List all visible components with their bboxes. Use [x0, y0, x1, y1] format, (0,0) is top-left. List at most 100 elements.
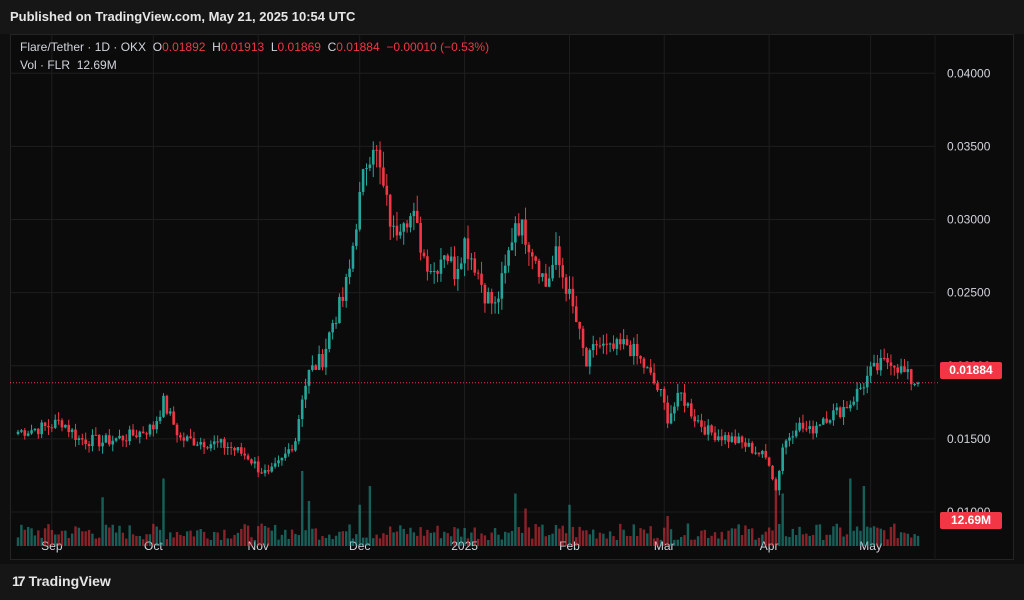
- candle-body: [43, 422, 47, 426]
- top-bar: [0, 0, 1024, 34]
- volume-bar: [443, 531, 446, 546]
- price-chart[interactable]: 0.040000.035000.030000.025000.020000.015…: [10, 34, 1014, 560]
- volume-bar: [64, 530, 67, 546]
- volume-bar: [243, 524, 246, 546]
- candle-body: [263, 470, 267, 474]
- candle-body: [321, 354, 324, 368]
- volume-bar: [886, 539, 889, 546]
- candle-body: [832, 410, 835, 421]
- brand-name: TradingView: [28, 573, 111, 589]
- candle-body: [669, 413, 673, 424]
- candle-body: [534, 256, 537, 261]
- candle-body: [378, 149, 382, 168]
- volume-label[interactable]: Vol · FLR: [20, 58, 71, 72]
- candle-body: [216, 441, 219, 443]
- candle-body: [598, 345, 602, 347]
- candle-body: [246, 455, 250, 460]
- candle-body: [341, 296, 345, 301]
- candle-body: [764, 450, 768, 458]
- candle-body: [578, 321, 581, 329]
- candle-body: [808, 426, 812, 430]
- chart-frame[interactable]: [10, 34, 1014, 560]
- volume-bar: [642, 529, 646, 546]
- candle-body: [26, 433, 30, 436]
- candle-body: [121, 435, 125, 441]
- volume-bar: [26, 526, 30, 546]
- candle-body: [97, 434, 101, 447]
- volume-bar: [866, 526, 869, 546]
- candle-body: [47, 425, 50, 428]
- candle-body: [80, 438, 84, 440]
- volume-bar: [33, 535, 37, 546]
- candle-body: [355, 229, 358, 246]
- candle-body: [723, 435, 727, 441]
- volume-bar: [317, 539, 321, 546]
- candle-body: [314, 365, 318, 370]
- candle-body: [767, 457, 771, 466]
- volume-bar: [273, 524, 277, 546]
- volume-bar: [263, 526, 267, 546]
- volume-bar: [236, 532, 240, 546]
- candle-body: [541, 273, 544, 277]
- open-label: O: [152, 40, 163, 54]
- volume-bar: [290, 529, 294, 546]
- candle-body: [615, 339, 619, 349]
- volume-bar: [541, 524, 544, 546]
- candle-body: [794, 430, 798, 437]
- y-tick-label: 0.03000: [947, 213, 991, 227]
- candle-body: [395, 225, 399, 236]
- candle-body: [551, 264, 554, 279]
- candle-body: [118, 435, 121, 439]
- candle-body: [791, 436, 795, 438]
- tradingview-logo[interactable]: 17 TradingView: [12, 573, 111, 589]
- volume-bar: [788, 537, 791, 546]
- volume-bar: [172, 537, 175, 546]
- candle-body: [581, 328, 585, 348]
- volume-bar: [67, 537, 70, 546]
- volume-bar: [696, 536, 700, 546]
- candle-body: [727, 435, 730, 442]
- volume-bar: [723, 539, 727, 546]
- candle-body: [152, 424, 155, 430]
- volume-bar: [700, 530, 703, 546]
- candle-body: [564, 277, 568, 294]
- volume-bar: [727, 530, 730, 546]
- volume-bar: [548, 535, 551, 546]
- volume-bar: [307, 501, 311, 546]
- candle-body: [324, 348, 328, 368]
- candle-body: [690, 403, 693, 417]
- symbol-label[interactable]: Flare/Tether · 1D · OKX: [20, 40, 147, 54]
- volume-bar: [432, 532, 436, 546]
- candle-body: [788, 437, 791, 441]
- volume-bar: [70, 533, 74, 546]
- candle-body: [618, 339, 622, 345]
- volume-bar: [730, 528, 734, 546]
- volume-bar: [591, 529, 595, 546]
- candle-body: [781, 447, 784, 472]
- volume-bar: [720, 531, 723, 546]
- volume-bar: [141, 539, 145, 546]
- candle-body: [602, 343, 605, 346]
- volume-bar: [537, 526, 541, 546]
- volume-bar: [646, 533, 649, 546]
- volume-bar: [639, 528, 642, 546]
- volume-bar: [815, 524, 818, 546]
- volume-bar: [504, 531, 507, 546]
- candle-body: [838, 407, 842, 418]
- volume-bar: [250, 537, 253, 546]
- candle-body: [703, 426, 707, 435]
- volume-bar: [913, 534, 916, 546]
- candle-body: [659, 389, 663, 391]
- candle-body: [280, 457, 284, 461]
- volume-bar: [60, 530, 64, 546]
- volume-bar: [456, 528, 460, 546]
- volume-bar: [798, 526, 801, 546]
- volume-bar: [463, 527, 466, 546]
- volume-bar: [629, 536, 632, 546]
- candle-body: [253, 461, 257, 464]
- volume-bar: [872, 526, 876, 546]
- volume-bar: [859, 530, 862, 546]
- volume-bar: [206, 538, 209, 546]
- candle-body: [558, 246, 561, 266]
- close-label: C: [327, 40, 337, 54]
